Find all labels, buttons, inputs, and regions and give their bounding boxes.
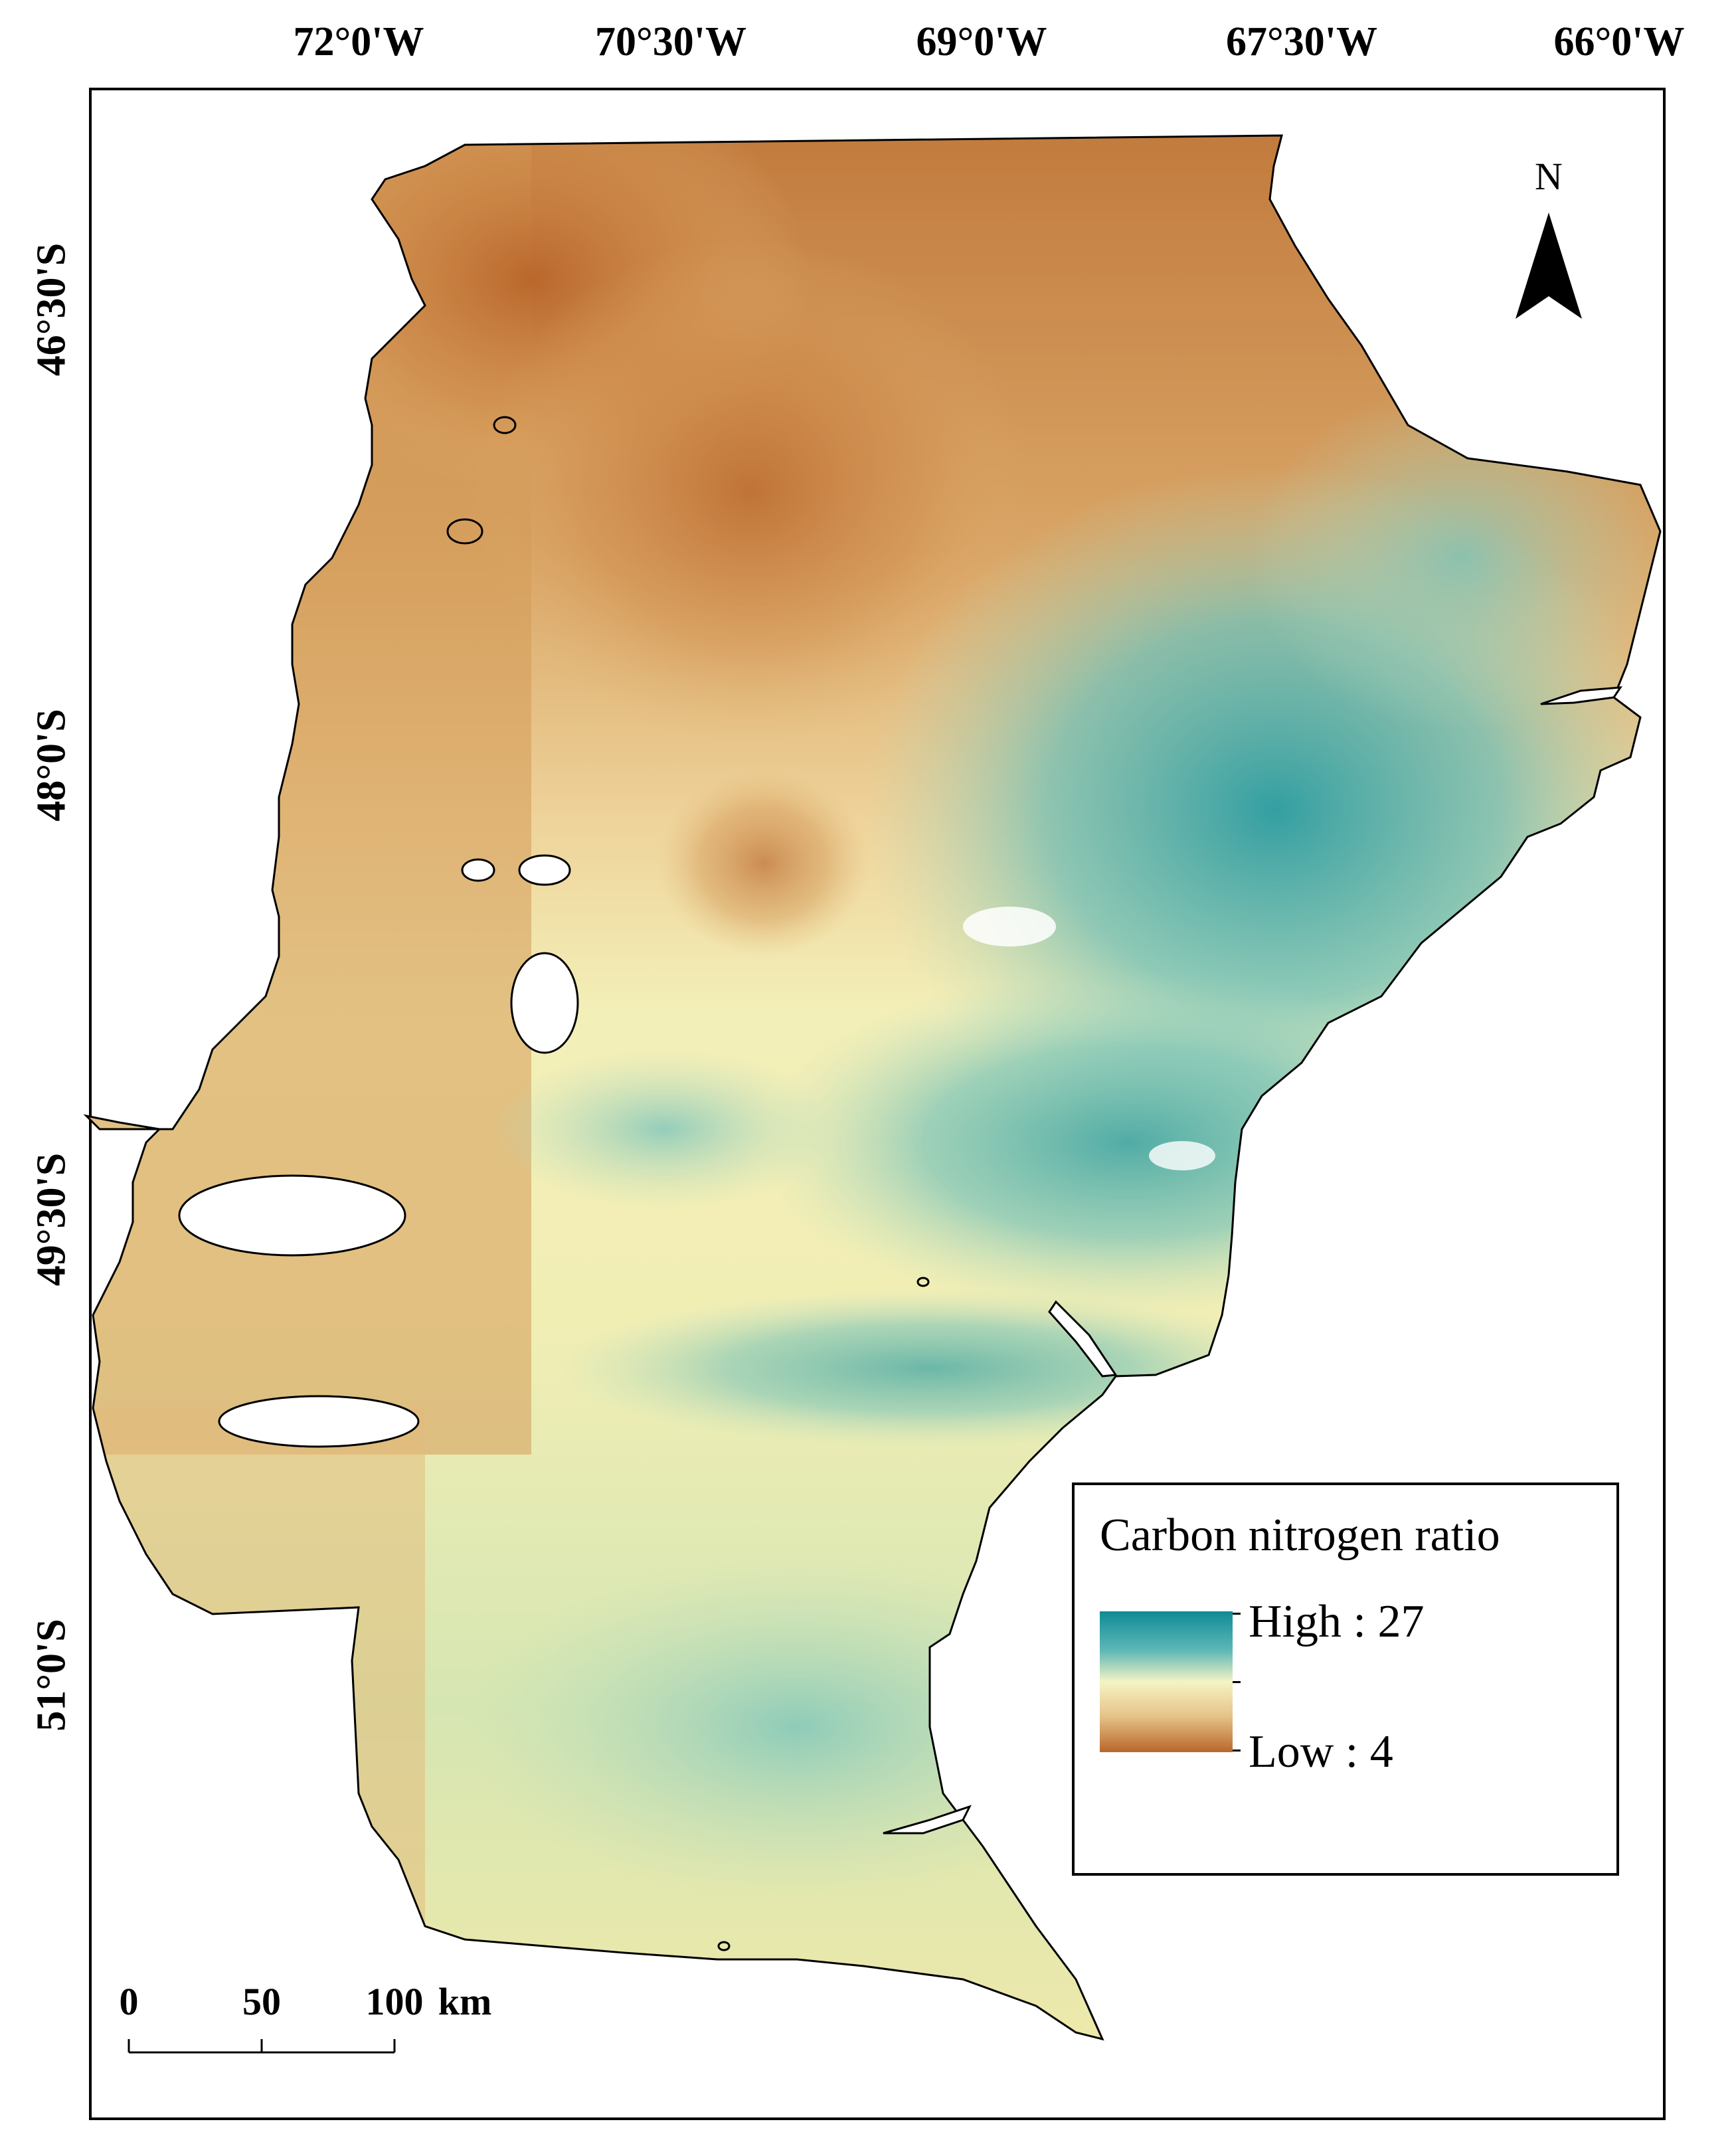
lake-outline <box>916 1277 930 1287</box>
longitude-label-70-30w: 70°30'W <box>594 19 747 64</box>
lake-outline <box>493 416 517 434</box>
scale-tick-0: 0 <box>119 1980 139 2023</box>
longitude-label-66w: 66°0'W <box>1553 19 1685 64</box>
lake-outline <box>510 952 579 1054</box>
longitude-label-72w: 72°0'W <box>293 19 424 64</box>
lake-outline <box>178 1174 406 1257</box>
lake-outline <box>518 854 571 886</box>
legend: Carbon nitrogen ratio High : 27 Low : 4 <box>1072 1482 1619 1876</box>
legend-low-label: Low : 4 <box>1249 1726 1393 1777</box>
map-frame <box>89 88 1666 2120</box>
region-boundary <box>83 134 1662 2041</box>
lake-outline <box>446 518 483 545</box>
lake-outline <box>218 1395 420 1448</box>
longitude-label-69w: 69°0'W <box>916 19 1047 64</box>
legend-title: Carbon nitrogen ratio <box>1100 1510 1500 1561</box>
scale-tick-100: 100 <box>365 1980 424 2023</box>
legend-tick-high <box>1233 1613 1241 1615</box>
scale-tick-50: 50 <box>242 1980 281 2023</box>
legend-color-ramp <box>1100 1611 1233 1752</box>
river-estuary-south <box>883 1805 972 1835</box>
river-estuary <box>1048 1300 1118 1378</box>
north-label: N <box>1535 155 1563 198</box>
lake-outline <box>461 858 495 882</box>
scale-bar <box>128 2039 396 2054</box>
lake-outline <box>717 1941 731 1951</box>
scale-unit: km <box>438 1980 492 2023</box>
bay-inlet <box>1540 686 1622 705</box>
north-arrow-icon <box>1516 213 1582 319</box>
legend-tick-mid <box>1233 1681 1241 1683</box>
longitude-label-67-30w: 67°30'W <box>1225 19 1378 64</box>
legend-tick-low <box>1233 1750 1241 1752</box>
legend-high-label: High : 27 <box>1249 1596 1425 1647</box>
